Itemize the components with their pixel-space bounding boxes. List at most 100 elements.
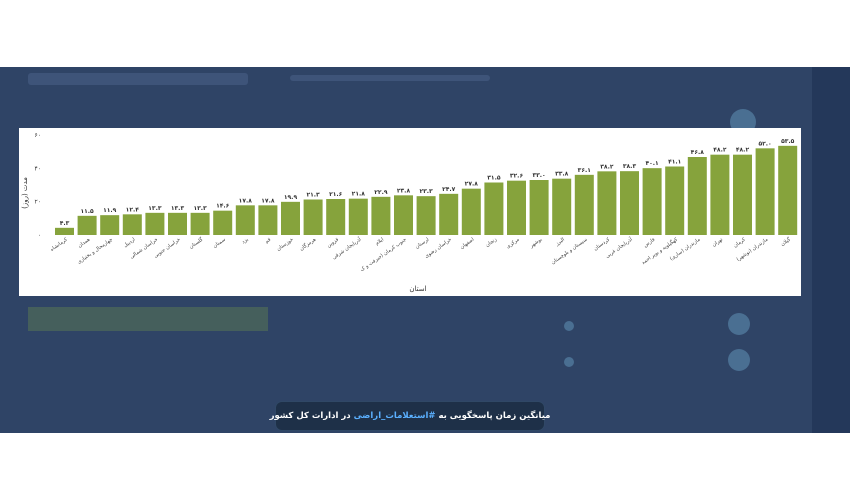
blurred-icon-2 xyxy=(564,357,574,367)
bar xyxy=(416,196,436,235)
blurred-header xyxy=(28,73,248,85)
data-label: ۴۰.۱ xyxy=(645,160,658,167)
blurred-icon xyxy=(564,321,574,331)
bar xyxy=(145,212,165,235)
category-label: البرز xyxy=(554,237,566,248)
y-tick-label: ۴۰ xyxy=(35,165,41,172)
caption-text-start: میانگین زمان پاسخگویی به xyxy=(438,411,551,421)
data-label: ۳۲.۶ xyxy=(510,173,524,180)
bar xyxy=(778,145,798,235)
category-label: قم xyxy=(264,236,273,245)
bar xyxy=(733,154,752,235)
data-label: ۲۳.۸ xyxy=(397,187,411,194)
category-label: گیلان xyxy=(779,236,792,248)
data-label: ۵۳.۵ xyxy=(781,138,795,145)
bar xyxy=(687,157,707,235)
bar xyxy=(348,198,368,235)
blurred-text xyxy=(290,75,490,81)
bar xyxy=(620,171,639,235)
bar xyxy=(461,188,481,235)
y-tick-label: ۶۰ xyxy=(35,132,41,139)
y-tick-label: ۲۰ xyxy=(35,199,41,206)
data-label: ۱۴.۶ xyxy=(216,203,230,210)
bar xyxy=(190,212,210,235)
caption-hashtag[interactable]: #استعلامات_اراضی xyxy=(353,411,436,421)
bar xyxy=(326,199,346,235)
bar xyxy=(439,193,459,235)
data-label: ۲۱.۳ xyxy=(306,192,320,199)
bar xyxy=(755,148,775,235)
data-label: ۳۶.۱ xyxy=(578,167,591,174)
bar xyxy=(371,196,391,235)
bar xyxy=(642,168,662,235)
category-label: هرمزگان xyxy=(298,236,317,253)
data-label: ۴۸.۲ xyxy=(736,147,750,154)
data-label: ۱۳.۳ xyxy=(171,205,185,212)
data-label: ۴۶.۸ xyxy=(691,149,705,156)
category-label: سمنان xyxy=(212,237,227,250)
blurred-avatar-2 xyxy=(728,313,750,335)
bar xyxy=(77,215,97,235)
data-label: ۳۸.۳ xyxy=(623,163,637,170)
bar xyxy=(574,174,594,235)
data-label: ۴۱.۱ xyxy=(668,159,681,166)
blurred-avatar-3 xyxy=(728,349,750,371)
category-label: مرکزی xyxy=(505,237,521,250)
data-label: ۲۷.۸ xyxy=(465,181,479,188)
category-label: بوشهر xyxy=(528,237,543,250)
bar xyxy=(507,180,526,235)
data-label: ۱۹.۹ xyxy=(284,194,298,201)
bar-chart: مدت (روز) ۰ ۲۰ ۴۰ ۶۰ ۴.۳ ۱۱.۵ ۱۱.۹ ۱۲.۴ ۱۳.۳ ۱۳.… xyxy=(21,132,798,293)
data-label: ۲۴.۷ xyxy=(442,186,456,193)
bar xyxy=(484,182,504,235)
category-label: اصفهان xyxy=(459,237,475,251)
bar xyxy=(235,205,255,235)
data-label: ۳۳.۸ xyxy=(555,171,569,178)
data-label: ۲۳.۳ xyxy=(419,188,433,195)
blurred-sidebar xyxy=(812,67,850,433)
category-label: لرستان xyxy=(414,236,430,250)
bar xyxy=(258,205,278,235)
chart-card: مدت (روز) ۰ ۲۰ ۴۰ ۶۰ ۴.۳ ۱۱.۵ ۱۱.۹ ۱۲.۴ ۱۳.۳ ۱۳.… xyxy=(19,128,801,296)
data-label: ۲۱.۸ xyxy=(352,191,366,198)
y-axis-label: مدت (روز) xyxy=(21,177,29,209)
caption-text-end: در ادارات کل کشور xyxy=(269,411,351,421)
category-label: کهگیلویه و بویر احمد xyxy=(640,236,679,267)
category-label: قزوین xyxy=(326,236,340,249)
data-label: ۱۱.۹ xyxy=(103,207,117,214)
data-label: ۴۸.۲ xyxy=(713,147,727,154)
bar xyxy=(281,201,300,235)
category-label: یزد xyxy=(241,236,250,245)
category-label: کرمانشاه xyxy=(49,236,69,252)
category-label: گلستان xyxy=(188,236,205,251)
bar xyxy=(213,210,233,235)
category-label: فارس xyxy=(643,236,657,248)
bar xyxy=(529,180,549,235)
bar xyxy=(122,214,142,235)
data-label: ۱۷.۸ xyxy=(261,197,275,204)
category-label: اردبیل xyxy=(123,237,137,249)
data-label: ۳۱.۵ xyxy=(487,175,501,182)
caption-banner: میانگین زمان پاسخگویی به #استعلامات_اراض… xyxy=(270,402,550,430)
bar xyxy=(168,212,187,235)
bar xyxy=(100,215,120,235)
data-label: ۱۳.۳ xyxy=(148,205,162,212)
bar xyxy=(665,166,685,235)
category-label: کرمان xyxy=(733,236,748,249)
category-label: خوزستان xyxy=(276,237,295,253)
data-label: ۱۷.۸ xyxy=(239,197,253,204)
bar xyxy=(55,227,74,235)
bar xyxy=(710,154,730,235)
bar xyxy=(552,178,572,235)
data-label: ۴.۳ xyxy=(60,220,70,227)
data-label: ۵۲.۰ xyxy=(758,140,771,147)
bar xyxy=(394,195,413,235)
data-label: ۳۳.۰ xyxy=(532,172,545,179)
category-label: همدان xyxy=(77,237,92,250)
category-label: زنجان xyxy=(485,236,499,248)
data-label: ۱۱.۵ xyxy=(80,208,94,215)
bar xyxy=(597,171,617,235)
y-tick-label: ۰ xyxy=(38,232,41,239)
category-label: کردستان xyxy=(593,236,612,252)
category-label: ایلام xyxy=(374,237,385,247)
